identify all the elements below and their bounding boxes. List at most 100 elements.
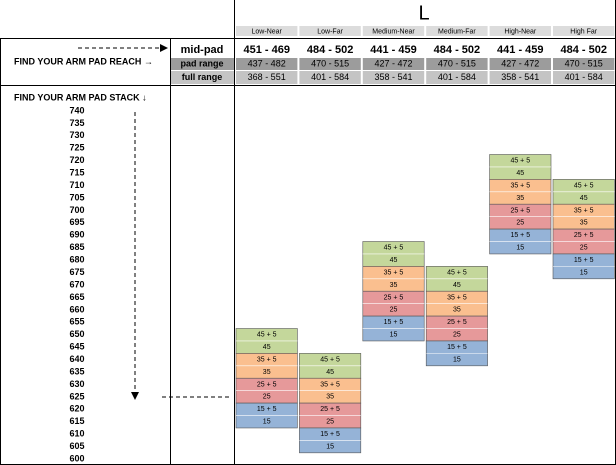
range-value: 484 - 502 <box>560 44 606 56</box>
cell-bg <box>299 58 361 70</box>
weight-label: 25 + 5 <box>574 232 594 239</box>
stack-value: 690 <box>69 230 84 240</box>
stack-value: 605 <box>69 441 84 451</box>
weight-label: 25 <box>453 332 461 339</box>
range-value: 437 - 482 <box>248 58 286 68</box>
row-label: pad range <box>180 58 223 68</box>
weight-label: 15 + 5 <box>447 344 467 351</box>
column-header-bg <box>236 26 298 36</box>
stack-value: 715 <box>69 168 84 178</box>
column-header: Medium-Far <box>438 28 476 35</box>
column-header: High-Near <box>504 28 537 35</box>
weight-label: 25 + 5 <box>447 319 467 326</box>
weight-label: 45 <box>390 257 398 264</box>
cell-bg <box>489 58 551 70</box>
weight-label: 35 <box>453 307 461 314</box>
stack-value: 740 <box>69 105 84 115</box>
weight-label: 15 <box>263 419 271 426</box>
weight-label: 15 <box>516 245 524 252</box>
stack-value: 710 <box>69 180 84 190</box>
range-value: 470 - 515 <box>311 58 349 68</box>
weight-label: 25 <box>580 245 588 252</box>
cell-bg <box>426 58 488 70</box>
range-value: 401 - 584 <box>565 72 603 82</box>
size-title: L <box>418 2 429 24</box>
weight-label: 45 <box>516 170 524 177</box>
guide-arrows <box>78 47 232 398</box>
column-header: Medium-Near <box>372 28 415 35</box>
stack-prompt: FIND YOUR ARM PAD STACK ↓ <box>14 92 147 102</box>
weight-label: 25 <box>516 220 524 227</box>
range-value: 451 - 469 <box>243 44 289 56</box>
stack-value: 645 <box>69 342 84 352</box>
content: 740 735 730 725 720 715 710 705 700 695 690 685 680 6… <box>69 26 615 463</box>
weight-label: 35 <box>390 282 398 289</box>
cell-bg <box>236 58 298 70</box>
cell-bg <box>553 58 615 70</box>
cell-bg <box>553 43 615 57</box>
column-header-bg <box>489 26 551 36</box>
weight-label: 25 <box>326 419 334 426</box>
weight-label: 45 + 5 <box>574 182 594 189</box>
weight-label: 25 <box>263 394 271 401</box>
weight-label: 45 + 5 <box>447 269 467 276</box>
weight-label: 45 <box>263 344 271 351</box>
weight-label: 25 <box>390 307 398 314</box>
cell-bg <box>299 43 361 57</box>
stack-value: 660 <box>69 304 84 314</box>
range-value: 368 - 551 <box>248 72 286 82</box>
stack-value: 730 <box>69 130 84 140</box>
weight-label: 25 + 5 <box>320 406 340 413</box>
column-header: High Far <box>570 28 598 35</box>
weight-label: 25 + 5 <box>257 381 277 388</box>
stack-value: 735 <box>69 118 84 128</box>
range-value: 427 - 472 <box>501 58 539 68</box>
weight-label: 35 <box>580 220 588 227</box>
weight-label: 35 <box>516 195 524 202</box>
weight-label: 45 <box>326 369 334 376</box>
cell-bg <box>236 71 298 84</box>
range-value: 441 - 459 <box>370 44 416 56</box>
cell-bg <box>236 43 298 57</box>
weight-label: 35 + 5 <box>574 207 594 214</box>
stack-value: 635 <box>69 366 84 376</box>
cell-bg <box>362 43 425 57</box>
range-value: 484 - 502 <box>434 44 480 56</box>
stack-value: 670 <box>69 279 84 289</box>
stack-value: 610 <box>69 429 84 439</box>
stack-value: 650 <box>69 329 84 339</box>
cell-bg <box>362 71 425 84</box>
weight-label: 35 + 5 <box>510 182 530 189</box>
weight-label: 45 <box>580 195 588 202</box>
stack-value: 600 <box>69 453 84 463</box>
column-header-bg <box>426 26 488 36</box>
weight-label: 35 + 5 <box>384 269 404 276</box>
range-value: 358 - 541 <box>374 72 412 82</box>
cell-bg <box>489 71 551 84</box>
arrow-head <box>131 392 139 400</box>
range-value: 401 - 584 <box>311 72 349 82</box>
range-value: 470 - 515 <box>438 58 476 68</box>
cell-bg <box>362 58 425 70</box>
weight-label: 45 <box>453 282 461 289</box>
column-header: Low-Far <box>317 28 343 35</box>
row-label-bg <box>171 43 234 57</box>
weight-label: 35 + 5 <box>447 294 467 301</box>
stack-value: 720 <box>69 155 84 165</box>
column-header-bg <box>299 26 361 36</box>
weight-label: 35 + 5 <box>320 381 340 388</box>
stack-value: 640 <box>69 354 84 364</box>
weight-label: 15 <box>326 443 334 450</box>
weight-label: 15 <box>580 269 588 276</box>
cell-bg <box>299 71 361 84</box>
column-header-bg <box>362 26 425 36</box>
stack-value: 665 <box>69 292 84 302</box>
cell-bg <box>489 43 551 57</box>
cell-bg <box>426 71 488 84</box>
stack-value: 725 <box>69 143 84 153</box>
reach-prompt: FIND YOUR ARM PAD REACH → <box>14 56 153 66</box>
stack-value: 700 <box>69 205 84 215</box>
range-value: 427 - 472 <box>374 58 412 68</box>
stack-value: 655 <box>69 317 84 327</box>
